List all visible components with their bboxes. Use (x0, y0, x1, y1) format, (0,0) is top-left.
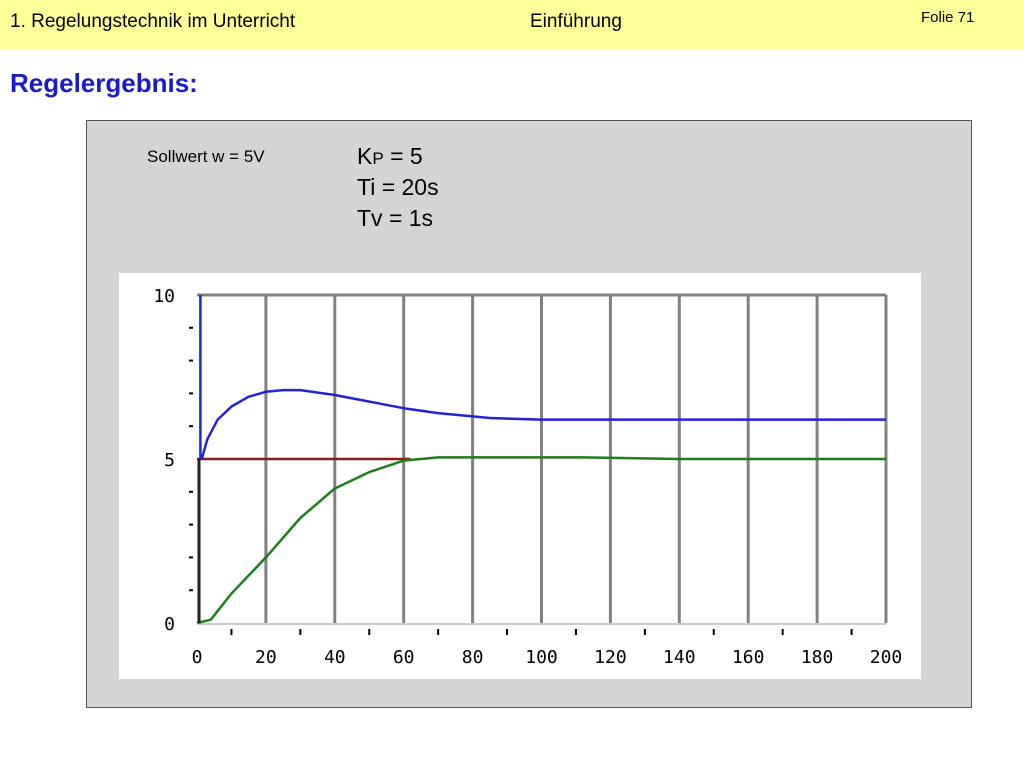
tv-label: Tv = 1s (357, 205, 434, 231)
x-tick-label: 20 (255, 647, 277, 668)
course-title: 1. Regelungstechnik im Unterricht (10, 11, 296, 32)
response-chart: 0 20 40 60 80 100 120 140 160 180 200 0 5 10 (153, 286, 903, 668)
x-tick-label: 60 (393, 647, 415, 668)
response-plot: 0 20 40 60 80 100 120 140 160 180 200 0 5 10 (119, 273, 921, 679)
x-tick-label: 120 (594, 647, 627, 668)
series-line-3 (199, 295, 886, 461)
x-tick-label: 160 (732, 647, 765, 668)
slide-title: Regelergebnis: (10, 68, 198, 98)
x-tick-label: 80 (462, 647, 484, 668)
kp-label: KP = 5 (357, 143, 423, 170)
x-tick-label: 100 (525, 647, 558, 668)
section-title: Einführung (530, 11, 622, 32)
setpoint-label: Sollwert w = 5V (147, 147, 265, 166)
x-tick-label: 200 (870, 647, 903, 668)
series-line-2 (196, 456, 886, 625)
slide-header: 1. Regelungstechnik im Unterricht Einfüh… (0, 0, 1024, 50)
kp-symbol: K (357, 143, 373, 169)
y-tick-label: 5 (164, 450, 175, 471)
kp-value: = 5 (383, 143, 423, 169)
x-tick-label: 180 (801, 647, 834, 668)
x-tick-label: 0 (192, 647, 203, 668)
y-tick-label: 10 (153, 286, 175, 307)
kp-subscript: P (372, 149, 384, 168)
ti-label: Ti = 20s (357, 174, 439, 200)
y-tick-label: 0 (164, 614, 175, 635)
simulation-panel: Sollwert w = 5V KP = 5 Ti = 20s Tv = 1s … (86, 120, 972, 708)
slide-number: Folie 71 (921, 9, 975, 26)
x-tick-label: 140 (663, 647, 696, 668)
x-tick-label: 40 (324, 647, 346, 668)
